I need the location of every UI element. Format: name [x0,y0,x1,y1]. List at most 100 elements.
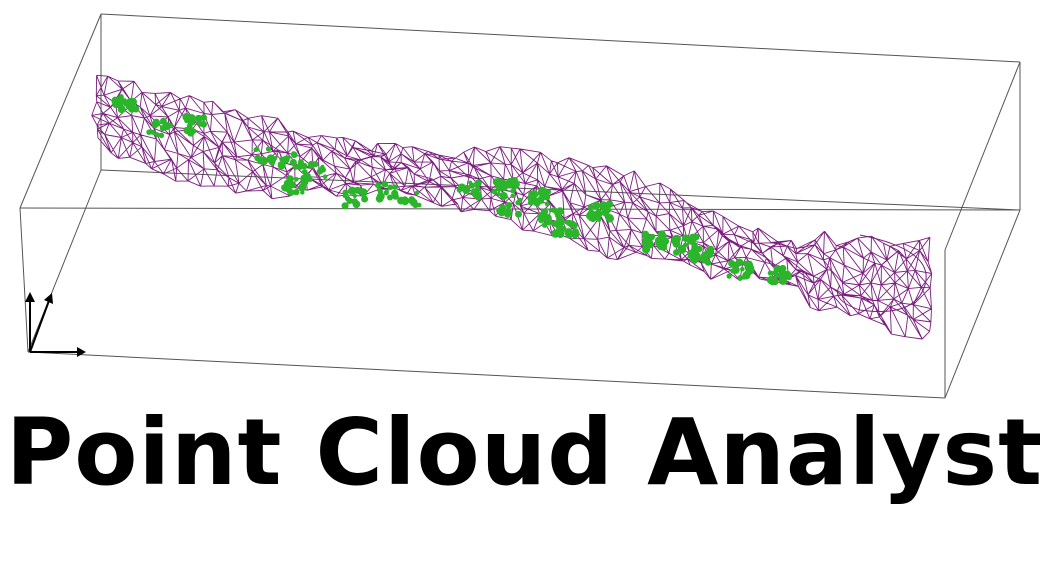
point-cluster [496,197,523,218]
cluster-point [497,208,506,217]
cluster-point [158,132,165,138]
point-clusters [111,94,792,286]
cluster-point [530,190,539,198]
cluster-point [505,202,513,209]
cluster-point [517,197,523,203]
cluster-point [770,277,779,286]
cluster-point [186,122,193,129]
cluster-point [266,154,275,163]
cluster-point [474,179,482,187]
app-title: Point Cloud Analyst [5,399,1044,506]
bbox-edge [19,207,29,353]
cluster-point [568,220,577,229]
bbox-edge [19,13,102,209]
bbox-edge [19,207,1021,211]
point-cluster [146,117,173,138]
cluster-point [773,264,782,273]
cluster-point [129,98,137,106]
point-cluster [182,113,208,137]
cluster-point [294,177,299,182]
cluster-point [702,250,711,259]
point-cluster [551,219,580,239]
cluster-point [401,196,409,203]
cluster-point [300,190,305,195]
cluster-point [257,158,264,164]
cluster-point [677,245,687,254]
cluster-point [747,268,754,274]
cluster-point [286,175,294,183]
cluster-point [322,174,328,179]
cluster-point [307,176,313,182]
cluster-point [499,192,508,200]
cluster-point [657,230,666,239]
cluster-point [495,183,502,190]
cluster-point [471,190,480,199]
cluster-point [554,209,562,216]
cluster-point [281,184,289,192]
point-cluster [281,175,309,196]
cluster-point [587,204,594,211]
bbox-edge [944,61,1021,251]
cluster-point [119,94,124,99]
cluster-point [361,195,369,203]
cluster-point [515,210,522,218]
cluster-point [544,194,551,201]
bounding-box [19,13,1021,399]
cluster-point [154,132,160,138]
cluster-point [375,194,384,203]
point-cluster [397,190,422,208]
cluster-point [495,178,502,185]
point-cluster [585,200,615,223]
cluster-point [387,194,393,201]
cluster-point [188,114,196,122]
cluster-point [726,273,732,279]
cluster-point [288,181,296,189]
cluster-point [564,219,569,225]
cluster-point [510,188,515,194]
cluster-point [287,189,294,195]
point-cluster [527,186,552,207]
cluster-point [743,271,750,279]
cluster-point [462,185,471,195]
cluster-point [289,158,297,166]
cluster-point [300,177,309,186]
cluster-point [414,190,420,196]
cluster-point [300,162,308,170]
cluster-point [562,225,567,231]
point-cloud-viewport[interactable] [0,0,1049,420]
cluster-point [649,233,656,240]
cluster-point [265,146,272,152]
cluster-point [605,207,612,213]
point-cluster [641,230,670,254]
cluster-point [412,201,419,208]
cluster-point [392,184,398,190]
cluster-point [387,184,394,191]
cluster-point [341,202,349,210]
cluster-point [544,216,552,224]
cluster-point [352,193,357,198]
cluster-point [160,117,167,125]
cluster-point [537,189,543,195]
point-cluster [277,151,304,170]
axis-line [29,297,51,353]
cluster-point [532,198,542,207]
point-cluster [726,258,755,281]
cluster-point [572,232,578,239]
cluster-point [150,129,156,135]
cluster-point [542,189,548,194]
cluster-point [507,182,514,189]
cluster-point [342,189,349,196]
cluster-point [279,156,285,162]
cluster-point [728,259,736,268]
cluster-point [200,114,207,121]
cluster-point [301,169,308,175]
cluster-point [127,105,136,113]
cluster-point [774,272,780,278]
cluster-point [596,216,602,222]
cluster-point [672,240,681,248]
point-cluster [456,179,483,201]
cluster-point [660,241,667,249]
axis-arrow-z [44,293,53,304]
cluster-point [556,215,563,223]
cluster-point [351,198,359,205]
